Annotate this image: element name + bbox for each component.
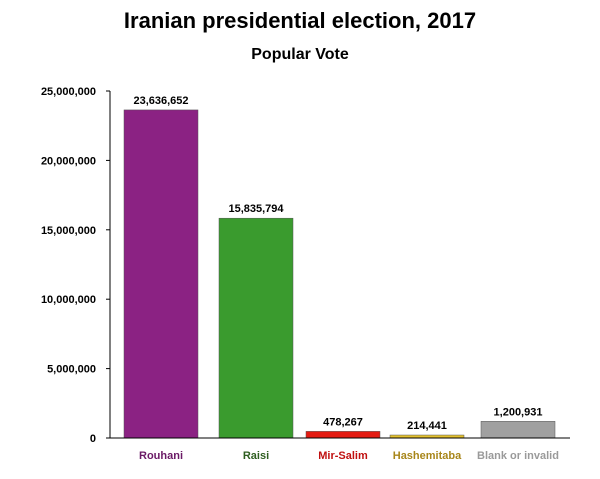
data-label: 15,835,794 bbox=[228, 203, 284, 215]
data-label: 214,441 bbox=[407, 420, 447, 432]
y-tick-label: 25,000,000 bbox=[41, 86, 96, 98]
y-tick-label: 10,000,000 bbox=[41, 294, 96, 306]
y-tick-label: 5,000,000 bbox=[47, 364, 96, 376]
x-tick-label: Mir-Salim bbox=[318, 450, 368, 462]
x-tick-label: Hashemitaba bbox=[393, 450, 462, 462]
bars-group: 23,636,652 15,835,794 478,267 214,441 1,200,… bbox=[123, 95, 556, 439]
data-label: 478,267 bbox=[323, 416, 363, 428]
x-tick-label: Blank or invalid bbox=[477, 450, 559, 462]
data-label: 23,636,652 bbox=[133, 95, 188, 107]
y-tick-label: 20,000,000 bbox=[41, 155, 96, 167]
y-tick-label: 15,000,000 bbox=[41, 225, 96, 237]
chart-title: Iranian presidential election, 2017 bbox=[123, 8, 477, 33]
x-tick-label: Raisi bbox=[243, 450, 269, 462]
bar-rouhani bbox=[123, 109, 199, 439]
data-label: 1,200,931 bbox=[494, 406, 543, 418]
bar-blank-or-invalid bbox=[480, 421, 556, 439]
bar-mir-salim bbox=[305, 431, 381, 439]
x-tick-label: Rouhani bbox=[139, 450, 183, 462]
chart-subtitle: Popular Vote bbox=[251, 46, 349, 63]
y-axis: 0 5,000,000 10,000,000 15,000,000 20,000,000… bbox=[41, 86, 111, 445]
x-axis: Rouhani Raisi Mir-Salim Hashemitaba Blank or… bbox=[110, 437, 570, 462]
bar-raisi bbox=[218, 217, 294, 439]
y-tick-label: 0 bbox=[90, 433, 96, 445]
